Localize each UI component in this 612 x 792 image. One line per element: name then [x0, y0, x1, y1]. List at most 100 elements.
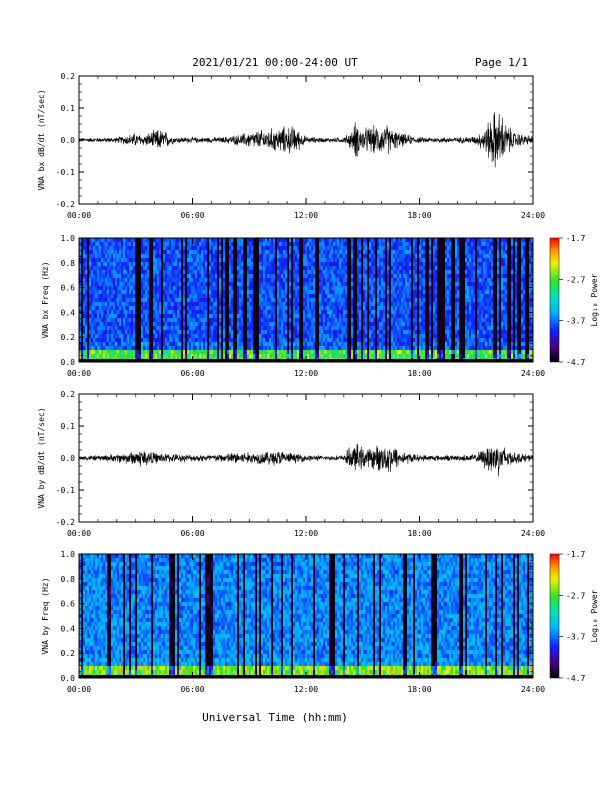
- spectrogram-cell: [223, 250, 225, 254]
- spectrogram-cell: [151, 298, 153, 302]
- spectrogram-cell: [227, 286, 229, 290]
- spectrogram-cell: [277, 262, 279, 266]
- spectrogram-cell: [133, 278, 135, 282]
- spectrogram-cell: [95, 326, 97, 330]
- spectrogram-cell: [387, 310, 389, 314]
- spectrogram-cell: [169, 274, 171, 278]
- spectrogram-cell: [181, 294, 183, 298]
- spectrogram-cell: [311, 286, 313, 290]
- spectrogram-cell: [171, 298, 173, 302]
- spectrogram-cell: [173, 350, 175, 354]
- spectrogram-cell: [117, 322, 119, 326]
- spectrogram-cell: [377, 306, 379, 310]
- spectrogram-cell: [285, 338, 287, 342]
- spectrogram-cell: [109, 306, 111, 310]
- spectrogram-cell: [127, 246, 129, 250]
- spectrogram-cell: [327, 342, 329, 346]
- spectrogram-cell: [337, 334, 339, 338]
- spectrogram-cell: [143, 318, 145, 322]
- spectrogram-cell: [179, 346, 181, 350]
- spectrogram-cell: [181, 282, 183, 286]
- spectrogram-cell: [367, 282, 369, 286]
- spectrogram-cell: [365, 302, 367, 306]
- spectrogram-cell: [189, 254, 191, 258]
- spectrogram-cell: [237, 354, 239, 358]
- spectrogram-cell: [183, 326, 185, 330]
- spectrogram-cell: [355, 302, 357, 306]
- spectrogram-cell: [121, 334, 123, 338]
- spectrogram-cell: [105, 294, 107, 298]
- spectrogram-cell: [159, 286, 161, 290]
- spectrogram-cell: [251, 326, 253, 330]
- spectrogram-cell: [119, 346, 121, 350]
- spectrogram-cell: [131, 298, 133, 302]
- spectrogram-cell: [383, 314, 385, 318]
- spectrogram-cell: [187, 270, 189, 274]
- spectrogram-cell: [331, 314, 333, 318]
- spectrogram-cell: [315, 354, 317, 358]
- spectrogram-cell: [243, 342, 245, 346]
- spectrogram-cell: [149, 254, 151, 258]
- spectrogram-cell: [333, 322, 335, 326]
- spectrogram-cell: [261, 282, 263, 286]
- spectrogram-cell: [205, 254, 207, 258]
- spectrogram-cell: [389, 334, 391, 338]
- spectrogram-cell: [119, 294, 121, 298]
- spectrogram-cell: [381, 262, 383, 266]
- spectrogram-cell: [307, 246, 309, 250]
- spectrogram-cell: [265, 322, 267, 326]
- spectrogram-cell: [317, 330, 319, 334]
- spectrogram-cell: [381, 322, 383, 326]
- spectrogram-cell: [289, 302, 291, 306]
- spectrogram-cell: [193, 238, 195, 242]
- spectrogram-cell: [253, 282, 255, 286]
- spectrogram-cell: [331, 254, 333, 258]
- spectrogram-cell: [93, 258, 95, 262]
- spectrogram-cell: [183, 322, 185, 326]
- spectrogram-cell: [321, 334, 323, 338]
- spectrogram-cell: [171, 274, 173, 278]
- spectrogram-cell: [193, 282, 195, 286]
- spectrogram-cell: [375, 238, 377, 242]
- spectrogram-cell: [375, 250, 377, 254]
- spectrogram-cell: [173, 266, 175, 270]
- spectrogram-cell: [143, 330, 145, 334]
- spectrogram-cell: [191, 322, 193, 326]
- spectrogram-cell: [227, 322, 229, 326]
- spectrogram-cell: [137, 310, 139, 314]
- spectrogram-cell: [267, 314, 269, 318]
- spectrogram-cell: [367, 258, 369, 262]
- spectrogram-cell: [353, 310, 355, 314]
- spectrogram-cell: [145, 274, 147, 278]
- spectrogram-cell: [357, 242, 359, 246]
- spectrogram-cell: [107, 254, 109, 258]
- spectrogram-cell: [389, 258, 391, 262]
- spectrogram-cell: [205, 326, 207, 330]
- spectrogram-cell: [207, 246, 209, 250]
- spectrogram-cell: [309, 266, 311, 270]
- spectrogram-cell: [375, 278, 377, 282]
- spectrogram-cell: [375, 334, 377, 338]
- spectrogram-cell: [379, 342, 381, 346]
- spectrogram-cell: [235, 242, 237, 246]
- spectrogram-cell: [243, 262, 245, 266]
- spectrogram-cell: [139, 338, 141, 342]
- x-tick-label: 24:00: [521, 211, 545, 220]
- spectrogram-cell: [117, 302, 119, 306]
- spectrogram-cell: [157, 250, 159, 254]
- spectrogram-cell: [331, 326, 333, 330]
- spectrogram-cell: [105, 286, 107, 290]
- spectrogram-cell: [145, 254, 147, 258]
- spectrogram-cell: [157, 258, 159, 262]
- spectrogram-cell: [303, 322, 305, 326]
- spectrogram-cell: [191, 338, 193, 342]
- spectrogram-cell: [159, 270, 161, 274]
- spectrogram-cell: [359, 266, 361, 270]
- spectrogram-cell: [175, 258, 177, 262]
- spectrogram-cell: [97, 314, 99, 318]
- spectrogram-cell: [171, 266, 173, 270]
- spectrogram-cell: [325, 274, 327, 278]
- spectrogram-cell: [383, 334, 385, 338]
- spectrogram-cell: [143, 246, 145, 250]
- spectrogram-cell: [149, 310, 151, 314]
